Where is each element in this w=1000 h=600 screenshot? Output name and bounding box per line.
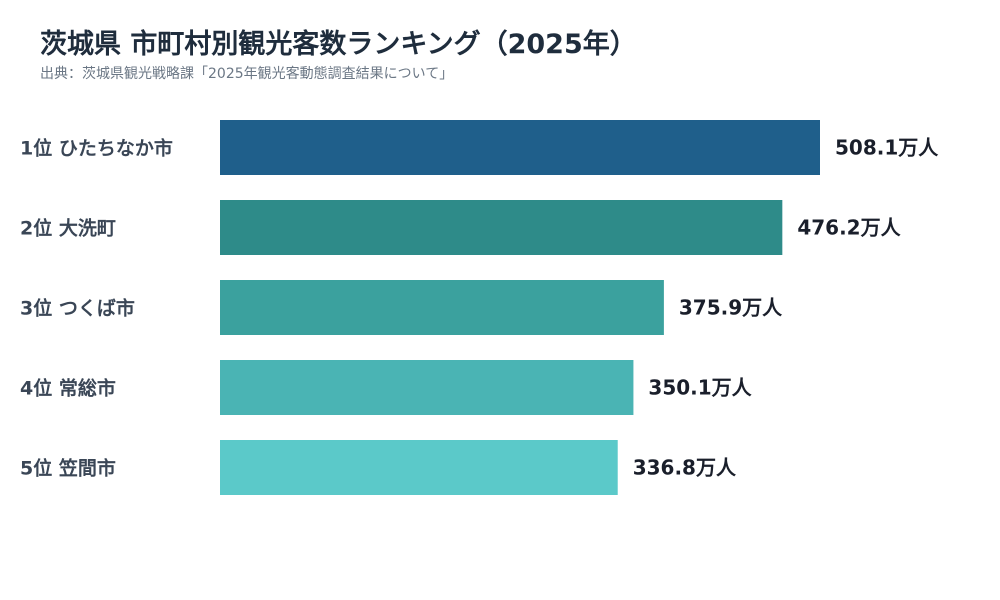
data-label: 476.2万人 — [797, 216, 901, 240]
category-label: 5位 笠間市 — [20, 457, 116, 480]
data-label: 350.1万人 — [648, 376, 752, 400]
category-label: 2位 大洗町 — [20, 217, 116, 240]
chart-subtitle: 出典：茨城県観光戦略課「2025年観光客動態調査結果について」 — [40, 66, 454, 82]
category-label: 1位 ひたちなか市 — [20, 137, 173, 160]
data-label: 375.9万人 — [679, 296, 783, 320]
category-label: 3位 つくば市 — [20, 297, 135, 320]
bar — [220, 440, 618, 495]
data-label: 508.1万人 — [835, 136, 939, 160]
bar — [220, 120, 820, 175]
data-label: 336.8万人 — [633, 456, 737, 480]
category-label: 4位 常総市 — [20, 377, 116, 400]
bar — [220, 280, 664, 335]
bar — [220, 200, 783, 255]
bar — [220, 360, 634, 415]
chart-title: 茨城県 市町村別観光客数ランキング（2025年） — [40, 29, 637, 60]
